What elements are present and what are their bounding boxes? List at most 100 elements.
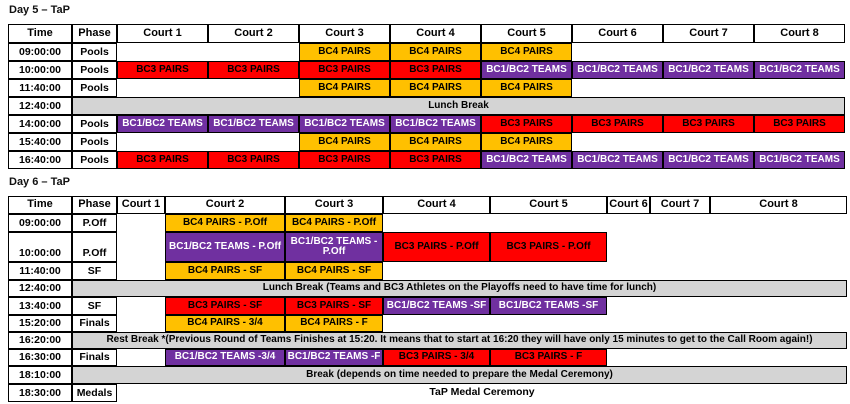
event-cell-bc4_pairs: BC4 PAIRS: [390, 79, 481, 97]
event-cell-bc3_pairs: BC3 PAIRS: [481, 115, 572, 133]
event-cell-bc3_pairs: BC3 PAIRS: [208, 151, 299, 169]
time-cell: 13:40:00: [8, 297, 72, 315]
phase-cell: Finals: [72, 349, 117, 366]
time-cell: 12:40:00: [8, 97, 72, 115]
court-column-header: Court 5: [490, 196, 607, 214]
event-cell-bc1bc2_teams: BC1/BC2 TEAMS: [208, 115, 299, 133]
event-cell-bc4_pairs: BC4 PAIRS - P.Off: [165, 214, 285, 232]
phase-cell: P.Off: [72, 232, 117, 262]
court-column-header: Court 8: [754, 24, 845, 43]
court-column-header: Court 1: [117, 24, 208, 43]
event-cell-bc1bc2_teams: BC1/BC2 TEAMS: [117, 115, 208, 133]
event-cell-bc4_pairs: BC4 PAIRS: [481, 43, 572, 61]
day6-title: Day 6 – TaP: [9, 176, 70, 188]
court-column-header: Court 7: [650, 196, 710, 214]
event-cell-bc3_pairs: BC3 PAIRS: [208, 61, 299, 79]
time-cell: 16:20:00: [8, 332, 72, 349]
time-cell: 18:10:00: [8, 366, 72, 384]
event-cell-bc3_pairs: BC3 PAIRS: [390, 61, 481, 79]
court-column-header: Court 8: [710, 196, 847, 214]
event-cell-bc3_pairs: BC3 PAIRS: [117, 61, 208, 79]
event-cell-bc3_pairs: BC3 PAIRS - SF: [165, 297, 285, 315]
phase-cell: Pools: [72, 133, 117, 151]
time-cell: 10:00:00: [8, 232, 72, 262]
event-cell-bc1bc2_teams: BC1/BC2 TEAMS - P.Off: [165, 232, 285, 262]
event-cell-bc4_pairs: BC4 PAIRS: [481, 79, 572, 97]
phase-cell: P.Off: [72, 214, 117, 232]
break-row-label: Lunch Break: [72, 97, 845, 115]
court-column-header: Court 6: [607, 196, 650, 214]
ceremony-note: TaP Medal Ceremony: [429, 386, 535, 399]
time-column-header: Time: [8, 196, 72, 214]
event-cell-bc3_pairs: BC3 PAIRS - SF: [285, 297, 383, 315]
event-cell-bc1bc2_teams: BC1/BC2 TEAMS -F: [285, 349, 383, 366]
event-cell-bc1bc2_teams: BC1/BC2 TEAMS: [481, 61, 572, 79]
court-column-header: Court 2: [165, 196, 285, 214]
time-cell: 15:20:00: [8, 315, 72, 332]
event-cell-bc3_pairs: BC3 PAIRS: [754, 115, 845, 133]
event-cell-bc1bc2_teams: BC1/BC2 TEAMS: [481, 151, 572, 169]
event-cell-bc1bc2_teams: BC1/BC2 TEAMS -3/4: [165, 349, 285, 366]
court-column-header: Court 5: [481, 24, 572, 43]
event-cell-bc1bc2_teams: BC1/BC2 TEAMS: [754, 61, 845, 79]
phase-cell: Finals: [72, 315, 117, 332]
time-cell: 09:00:00: [8, 43, 72, 61]
time-cell: 15:40:00: [8, 133, 72, 151]
court-column-header: Court 4: [383, 196, 490, 214]
time-cell: 16:30:00: [8, 349, 72, 366]
time-cell: 16:40:00: [8, 151, 72, 169]
event-cell-bc1bc2_teams: BC1/BC2 TEAMS: [663, 151, 754, 169]
time-cell: 18:30:00: [8, 384, 72, 402]
event-cell-bc4_pairs: BC4 PAIRS - P.Off: [285, 214, 383, 232]
event-cell-bc4_pairs: BC4 PAIRS: [299, 79, 390, 97]
event-cell-bc3_pairs: BC3 PAIRS - F: [490, 349, 607, 366]
time-column-header: Time: [8, 24, 72, 43]
event-cell-bc4_pairs: BC4 PAIRS - SF: [285, 262, 383, 280]
time-cell: 11:40:00: [8, 79, 72, 97]
event-cell-bc1bc2_teams: BC1/BC2 TEAMS: [572, 61, 663, 79]
break-row-label: Break (depends on time needed to prepare…: [72, 366, 847, 384]
event-cell-bc3_pairs: BC3 PAIRS - P.Off: [383, 232, 490, 262]
event-cell-bc3_pairs: BC3 PAIRS: [663, 115, 754, 133]
court-column-header: Court 3: [285, 196, 383, 214]
phase-column-header: Phase: [72, 24, 117, 43]
event-cell-bc1bc2_teams: BC1/BC2 TEAMS - P.Off: [285, 232, 383, 262]
time-cell: 10:00:00: [8, 61, 72, 79]
event-cell-bc1bc2_teams: BC1/BC2 TEAMS: [663, 61, 754, 79]
court-column-header: Court 2: [208, 24, 299, 43]
event-cell-bc1bc2_teams: BC1/BC2 TEAMS: [299, 115, 390, 133]
phase-cell: SF: [72, 262, 117, 280]
phase-cell: Pools: [72, 151, 117, 169]
event-cell-bc3_pairs: BC3 PAIRS - 3/4: [383, 349, 490, 366]
event-cell-bc4_pairs: BC4 PAIRS - SF: [165, 262, 285, 280]
event-cell-bc3_pairs: BC3 PAIRS: [299, 61, 390, 79]
event-cell-bc4_pairs: BC4 PAIRS: [390, 43, 481, 61]
phase-cell: Pools: [72, 61, 117, 79]
event-cell-bc1bc2_teams: BC1/BC2 TEAMS -SF: [383, 297, 490, 315]
event-cell-bc3_pairs: BC3 PAIRS - P.Off: [490, 232, 607, 262]
time-cell: 09:00:00: [8, 214, 72, 232]
day5-schedule-table: Time Phase Court 1 Court 2 Court 3 Court 4 Cou…: [8, 24, 845, 169]
court-column-header: Court 6: [572, 24, 663, 43]
break-row-label: Lunch Break (Teams and BC3 Athletes on t…: [72, 280, 847, 297]
event-cell-bc4_pairs: BC4 PAIRS: [299, 133, 390, 151]
time-cell: 12:40:00: [8, 280, 72, 297]
event-cell-bc4_pairs: BC4 PAIRS: [481, 133, 572, 151]
phase-cell: Pools: [72, 115, 117, 133]
event-cell-bc1bc2_teams: BC1/BC2 TEAMS: [754, 151, 845, 169]
court-column-header: Court 1: [117, 196, 165, 214]
day6-schedule-table: Time Phase Court 1 Court 2 Court 3 Court 4 Cou…: [8, 196, 847, 402]
phase-cell: Pools: [72, 43, 117, 61]
time-cell: 11:40:00: [8, 262, 72, 280]
event-cell-bc3_pairs: BC3 PAIRS: [117, 151, 208, 169]
event-cell-bc1bc2_teams: BC1/BC2 TEAMS: [390, 115, 481, 133]
phase-cell: Medals: [72, 384, 117, 402]
court-column-header: Court 7: [663, 24, 754, 43]
time-cell: 14:00:00: [8, 115, 72, 133]
event-cell-bc4_pairs: BC4 PAIRS - 3/4: [165, 315, 285, 332]
event-cell-bc1bc2_teams: BC1/BC2 TEAMS -SF: [490, 297, 607, 315]
event-cell-bc4_pairs: BC4 PAIRS: [299, 43, 390, 61]
phase-column-header: Phase: [72, 196, 117, 214]
event-cell-bc3_pairs: BC3 PAIRS: [572, 115, 663, 133]
event-cell-bc1bc2_teams: BC1/BC2 TEAMS: [572, 151, 663, 169]
